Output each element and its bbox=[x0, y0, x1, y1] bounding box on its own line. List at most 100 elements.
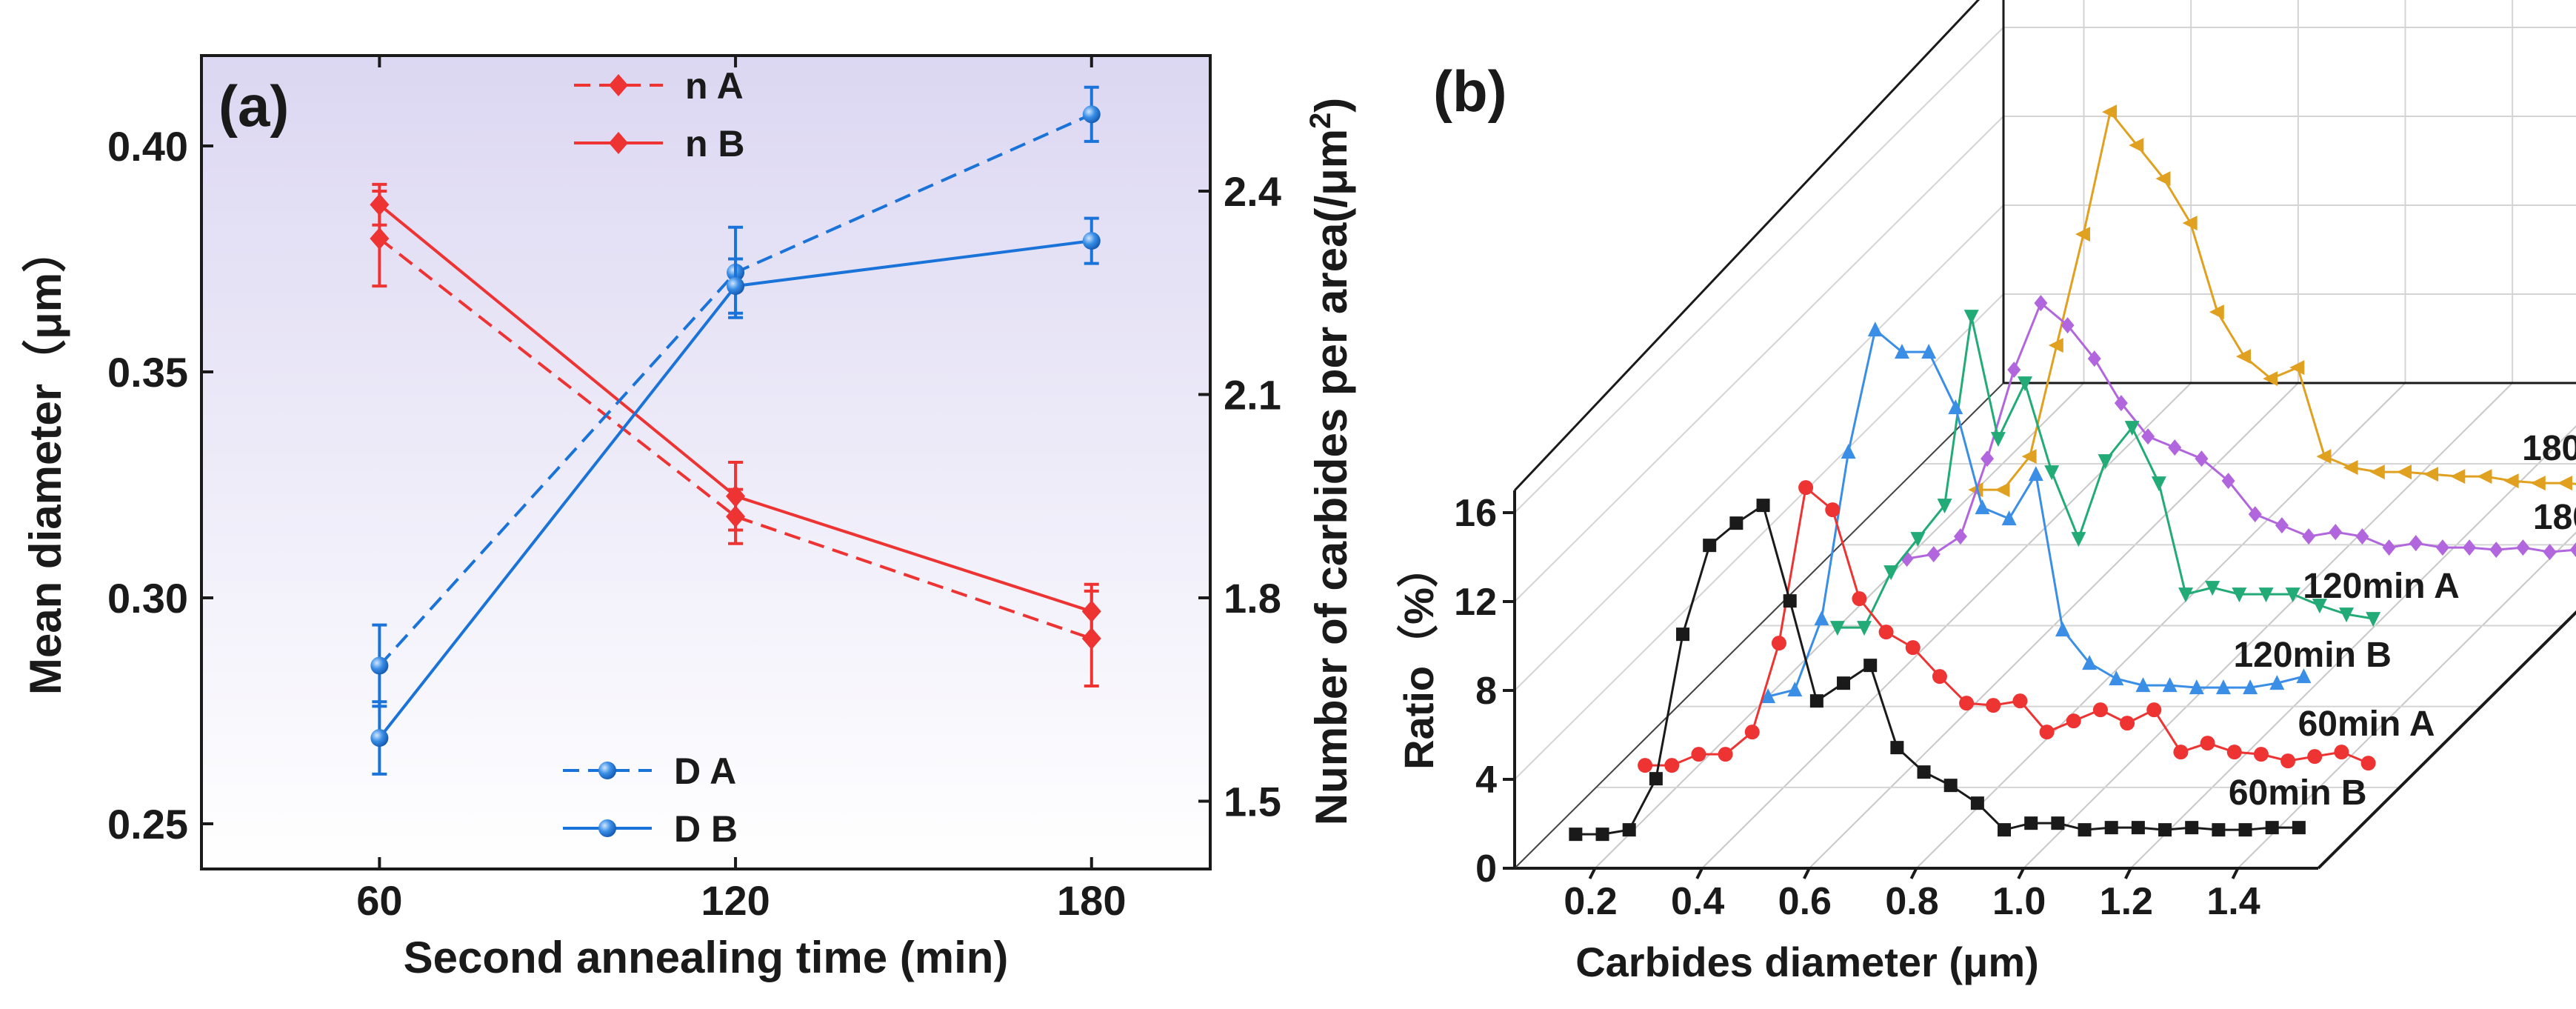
y-tick-label-b: 4 bbox=[1475, 759, 1497, 802]
side-grid-line bbox=[1514, 27, 2004, 513]
x-tick-b bbox=[1588, 868, 1597, 879]
y-axis-label-left-a: Mean diameter（μm） bbox=[21, 228, 70, 695]
data-point bbox=[727, 277, 745, 296]
data-point bbox=[2235, 349, 2251, 364]
panel-label-a: (a) bbox=[218, 73, 289, 139]
series-label: 60min A bbox=[2298, 705, 2435, 744]
y-axis-label-right-main: Number of carbides per area(/μm bbox=[1307, 129, 1356, 825]
data-point bbox=[2489, 542, 2503, 559]
data-point bbox=[2312, 599, 2327, 614]
data-point bbox=[1082, 105, 1101, 124]
data-point bbox=[2543, 544, 2557, 561]
data-point bbox=[2061, 317, 2075, 334]
x-tick-label-b: 0.2 bbox=[1564, 880, 1617, 923]
panel-b: 180min A 180min B 120min A 120min B 60min A 6… bbox=[1395, 0, 2576, 985]
data-point bbox=[1883, 565, 1899, 581]
data-point bbox=[1814, 610, 1829, 626]
data-point bbox=[2102, 104, 2118, 120]
data-point bbox=[1771, 636, 1786, 651]
y-left-tick-label-a: 0.40 bbox=[107, 123, 188, 170]
series-line bbox=[1976, 109, 2576, 491]
y-axis-label-right-sup: 2 bbox=[1304, 113, 1337, 129]
data-point bbox=[2104, 821, 2118, 835]
data-point bbox=[2329, 524, 2343, 541]
legend-label: n A bbox=[685, 65, 744, 107]
x-tick-label-b: 0.6 bbox=[1778, 880, 1832, 923]
x-axis-label-a: Second annealing time (min) bbox=[404, 933, 1009, 982]
data-point bbox=[2131, 821, 2145, 835]
y-right-tick-label-a: 2.4 bbox=[1224, 168, 1281, 215]
legend-marker bbox=[609, 132, 628, 154]
y-tick-label-b: 12 bbox=[1454, 581, 1497, 624]
data-point bbox=[1894, 344, 1909, 359]
data-point bbox=[1729, 516, 1744, 530]
data-point bbox=[2162, 677, 2178, 693]
data-point bbox=[1569, 827, 1583, 842]
data-point bbox=[2285, 587, 2300, 603]
data-point bbox=[1809, 694, 1823, 708]
series-line bbox=[1575, 503, 2299, 836]
data-point bbox=[2044, 465, 2060, 481]
data-point bbox=[1825, 502, 1841, 518]
series-120min-b: 120min B bbox=[1761, 322, 2392, 704]
x-tick-label-a: 60 bbox=[356, 877, 402, 924]
data-point bbox=[2092, 702, 2108, 718]
data-point bbox=[2001, 510, 2017, 526]
data-point bbox=[1981, 450, 1995, 467]
y-right-tick-label-a: 1.8 bbox=[1224, 575, 1281, 622]
data-point bbox=[1829, 621, 1845, 636]
data-point bbox=[1986, 698, 2001, 713]
data-point bbox=[2557, 476, 2572, 491]
data-point bbox=[2226, 745, 2242, 760]
data-point bbox=[2066, 713, 2081, 729]
data-point bbox=[370, 729, 389, 747]
y-tick-label-b: 0 bbox=[1475, 848, 1497, 890]
data-point bbox=[1948, 399, 1963, 415]
data-point bbox=[1953, 528, 1967, 545]
data-point bbox=[2503, 473, 2519, 489]
data-point bbox=[1990, 432, 2006, 447]
series-180min-b: 180min B bbox=[1900, 295, 2576, 567]
data-point bbox=[1676, 627, 1690, 642]
data-point bbox=[1082, 232, 1101, 250]
data-point bbox=[2182, 216, 2198, 231]
data-point bbox=[2409, 535, 2423, 552]
y-left-tick-label-a: 0.25 bbox=[107, 801, 188, 848]
data-point bbox=[1718, 747, 1733, 762]
data-point bbox=[2253, 747, 2269, 762]
data-point bbox=[1852, 591, 1867, 607]
series-label: 120min B bbox=[2233, 636, 2391, 675]
series-line bbox=[1767, 327, 2304, 698]
x-axis-label-b: Carbides diameter (μm) bbox=[1575, 939, 2039, 985]
data-point bbox=[2024, 816, 2038, 830]
data-point bbox=[1691, 747, 1706, 762]
data-point bbox=[2075, 227, 2090, 242]
data-point bbox=[1081, 600, 1101, 623]
data-point bbox=[2516, 539, 2530, 556]
data-point bbox=[2307, 749, 2323, 765]
data-point bbox=[2087, 350, 2101, 367]
data-point bbox=[2078, 823, 2092, 837]
data-point bbox=[1783, 594, 1797, 608]
data-point bbox=[2339, 607, 2355, 623]
data-point bbox=[1932, 669, 1947, 685]
data-point bbox=[2265, 821, 2279, 835]
data-point bbox=[2205, 581, 2220, 596]
data-point bbox=[2048, 338, 2063, 353]
data-point bbox=[2569, 542, 2576, 558]
data-point bbox=[1837, 676, 1851, 690]
data-point bbox=[1649, 772, 1663, 786]
data-point bbox=[2423, 467, 2439, 482]
x-tick-b bbox=[1695, 868, 1704, 879]
data-point bbox=[1622, 823, 1636, 837]
data-point bbox=[1595, 827, 1609, 842]
y-axis-label-right-tail: ) bbox=[1307, 98, 1356, 113]
data-point bbox=[2135, 677, 2151, 693]
data-point bbox=[1841, 444, 1856, 459]
data-point bbox=[2120, 716, 2135, 731]
data-point bbox=[2114, 395, 2128, 412]
data-point bbox=[2248, 506, 2262, 523]
data-point bbox=[2316, 449, 2332, 464]
data-point bbox=[2212, 823, 2226, 837]
